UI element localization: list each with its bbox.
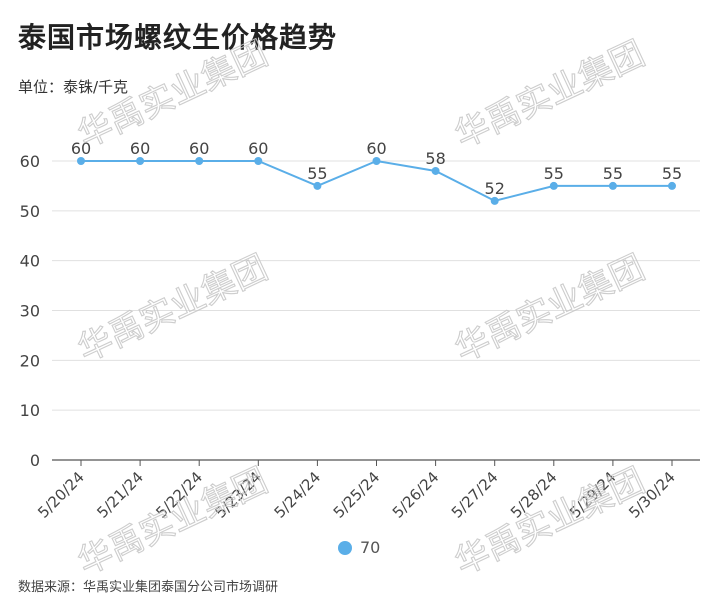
y-tick-label: 10 — [20, 401, 40, 420]
y-tick-label: 60 — [20, 152, 40, 171]
data-label: 52 — [485, 179, 505, 198]
y-tick-label: 30 — [20, 302, 40, 321]
data-point — [254, 157, 263, 165]
watermark-text: 华禹实业集团 — [449, 34, 651, 156]
data-point — [549, 181, 558, 190]
data-points — [77, 157, 676, 205]
y-tick-labels: 0 10 20 30 40 50 60 — [20, 152, 40, 470]
source-note: 数据来源：华禹实业集团泰国分公司市场调研 — [18, 580, 279, 595]
data-label: 55 — [544, 164, 564, 183]
y-tick-label: 0 — [30, 451, 40, 470]
data-label: 55 — [307, 164, 327, 183]
data-label: 60 — [130, 139, 150, 158]
data-label: 60 — [71, 139, 91, 158]
data-point — [372, 157, 381, 165]
legend-swatch — [338, 540, 352, 555]
series-line-path — [81, 159, 672, 202]
data-label: 60 — [189, 139, 209, 158]
x-tick-label: 5/20/24 — [34, 468, 88, 522]
data-point — [313, 181, 322, 190]
x-tick-label: 5/24/24 — [271, 468, 325, 522]
data-point — [608, 181, 617, 190]
data-point — [490, 196, 499, 205]
data-label: 58 — [425, 149, 445, 168]
y-tick-label: 40 — [20, 252, 40, 271]
legend: 70 — [338, 538, 380, 557]
x-tick-label: 5/27/24 — [448, 468, 502, 522]
data-point — [668, 181, 676, 190]
data-point — [136, 157, 145, 165]
chart-title: 泰国市场螺纹生价格趋势 — [18, 21, 338, 54]
y-tick-label: 50 — [20, 202, 40, 221]
watermark-text: 华禹实业集团 — [72, 248, 274, 370]
watermark-text: 华禹实业集团 — [72, 461, 274, 583]
data-label: 55 — [662, 164, 682, 183]
series-line — [81, 159, 672, 202]
data-point — [195, 157, 204, 165]
watermark-text: 华禹实业集团 — [72, 34, 274, 156]
y-tick-label: 20 — [20, 351, 40, 370]
data-label: 55 — [603, 164, 623, 183]
legend-label: 70 — [360, 538, 381, 557]
x-tick-label: 5/26/24 — [389, 468, 443, 522]
watermark-text: 华禹实业集团 — [449, 248, 651, 370]
x-tick-label: 5/21/24 — [93, 468, 147, 522]
data-label: 60 — [366, 139, 386, 158]
data-point — [77, 157, 85, 165]
data-labels: 60 60 60 60 55 60 58 52 55 55 55 — [71, 139, 682, 198]
data-point — [431, 166, 440, 175]
x-tick-label: 5/25/24 — [330, 468, 384, 522]
data-label: 60 — [248, 139, 268, 158]
unit-label: 单位：泰铢/千克 — [18, 78, 129, 96]
